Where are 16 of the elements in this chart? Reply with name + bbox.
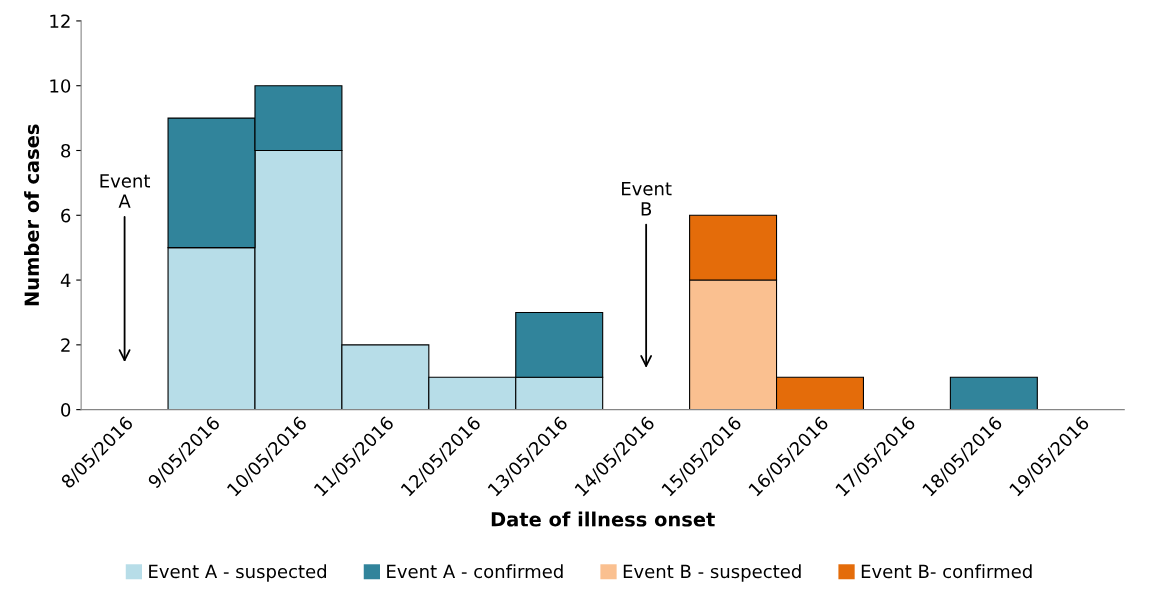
y-axis-title: Number of cases <box>24 124 40 306</box>
x-axis-title: Date of illness onset <box>491 511 715 527</box>
bar <box>949 376 1038 410</box>
y-tick-label: 10 <box>50 79 71 93</box>
annotation: Event A <box>100 174 151 208</box>
y-tick-label: 8 <box>61 143 71 158</box>
y-tick-label: 6 <box>61 208 71 223</box>
y-tick-label: 2 <box>61 338 70 352</box>
legend-label: Event B- confirmed <box>861 564 1032 579</box>
legend-label: Event B - suspected <box>623 564 801 582</box>
legend-label: Event A - suspected <box>149 564 326 582</box>
legend-label: Event A - confirmed <box>387 564 563 579</box>
y-tick-label: 12 <box>50 14 70 28</box>
annotation: Event B <box>622 182 672 216</box>
y-tick-label: 4 <box>60 273 71 287</box>
y-tick-label: 0 <box>61 403 71 417</box>
